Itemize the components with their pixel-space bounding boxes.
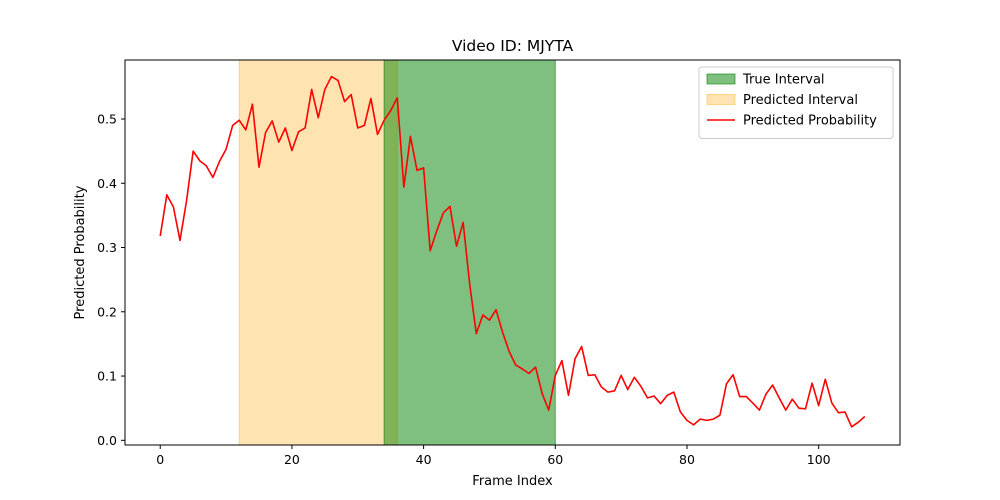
- plot-frame: [124, 59, 901, 446]
- x-tick-label: 0: [156, 452, 164, 467]
- legend-label-predicted-interval: Predicted Interval: [743, 93, 858, 108]
- legend-box: [698, 66, 894, 139]
- x-tick-label: 60: [547, 452, 563, 467]
- series-layer: [159, 75, 866, 428]
- true-interval-span: [383, 59, 556, 446]
- legend-label-predicted-probability: Predicted Probability: [743, 114, 877, 129]
- interval-spans: [238, 59, 556, 446]
- predicted-probability-line: [159, 75, 866, 428]
- legend-swatch-predicted-interval: [706, 94, 736, 105]
- legend: True Interval Predicted Interval Predicted…: [698, 66, 894, 139]
- x-tick-label: 80: [679, 452, 695, 467]
- x-tick-label: 100: [807, 452, 831, 467]
- x-axis-label: Frame Index: [472, 474, 553, 489]
- y-tick-label: 0.1: [97, 369, 117, 384]
- y-axis-label: Predicted Probability: [73, 185, 88, 319]
- predicted-interval-span: [238, 59, 398, 446]
- x-axis: 0 20 40 60 80 100: [156, 445, 831, 467]
- y-tick-label: 0.5: [97, 111, 117, 126]
- y-tick-label: 0.4: [97, 176, 117, 191]
- y-tick-label: 0.3: [97, 240, 117, 255]
- x-tick-label: 40: [416, 452, 432, 467]
- chart-title: Video ID: MJYTA: [452, 37, 574, 55]
- x-tick-label: 20: [284, 452, 300, 467]
- y-axis: 0.0 0.1 0.2 0.3 0.4 0.5: [97, 111, 125, 448]
- y-tick-label: 0.0: [97, 433, 117, 448]
- y-tick-label: 0.2: [97, 304, 117, 319]
- legend-label-true-interval: True Interval: [742, 73, 825, 88]
- legend-swatch-true-interval: [706, 73, 736, 85]
